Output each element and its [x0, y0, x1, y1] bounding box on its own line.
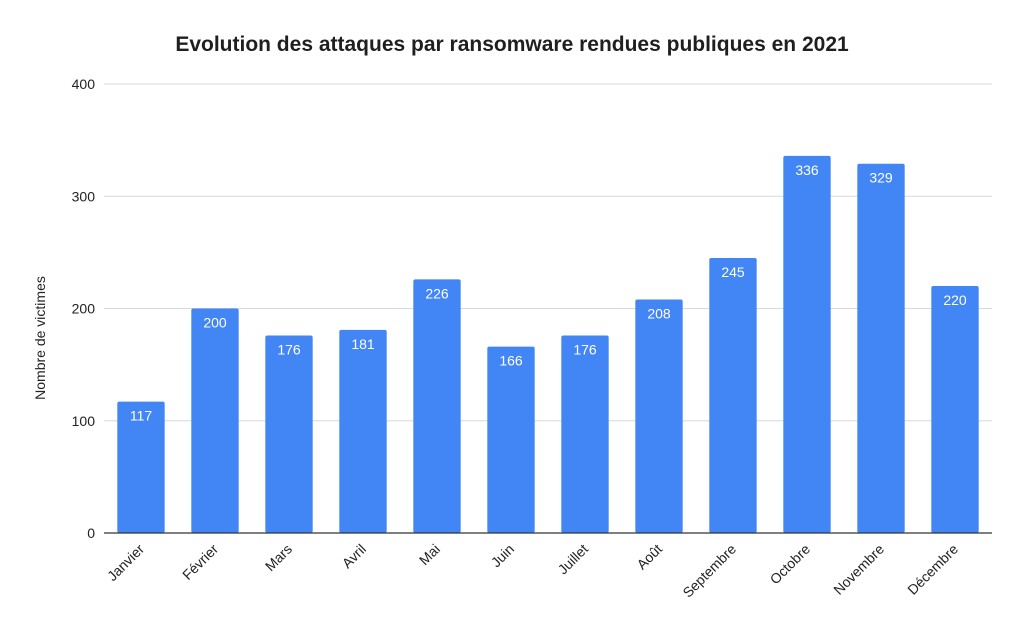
data-labels: 117 200 176 181 226 166 176 208 245 336 329 220 — [130, 162, 967, 424]
y-tick-label: 400 — [72, 76, 96, 92]
data-label: 176 — [573, 341, 597, 357]
bar — [265, 335, 313, 533]
y-tick-label: 300 — [72, 188, 96, 204]
x-tick-label: Mai — [416, 541, 443, 568]
y-tick-label: 200 — [72, 301, 96, 317]
x-tick-label: Mars — [262, 541, 295, 574]
data-label: 176 — [277, 341, 301, 357]
chart-title: Evolution des attaques par ransomware re… — [175, 33, 849, 56]
x-tick-label: Novembre — [830, 541, 887, 598]
data-label: 181 — [351, 336, 375, 352]
data-label: 245 — [721, 264, 745, 280]
y-tick-label: 0 — [87, 525, 95, 541]
bar — [191, 308, 239, 533]
bar — [931, 286, 979, 533]
x-tick-label: Janvier — [104, 541, 147, 584]
data-label: 329 — [869, 170, 893, 186]
bar — [635, 299, 683, 533]
x-tick-label: Février — [179, 541, 221, 583]
x-tick-label: Juillet — [554, 541, 591, 578]
x-tick-label: Avril — [339, 541, 369, 571]
bar — [857, 163, 905, 533]
bar — [561, 335, 609, 533]
data-label: 117 — [130, 408, 153, 424]
y-tick-label: 100 — [72, 413, 96, 429]
data-label: 200 — [203, 315, 227, 331]
x-tick-label: Décembre — [904, 541, 961, 598]
data-label: 336 — [795, 162, 819, 178]
x-tick-label: Septembre — [679, 541, 739, 601]
bars — [117, 155, 979, 533]
data-label: 208 — [647, 306, 671, 322]
x-tick-label: Août — [633, 541, 665, 573]
data-label: 220 — [943, 292, 967, 308]
x-tick-label: Juin — [488, 541, 517, 570]
bar — [117, 401, 165, 533]
x-tick-label: Octobre — [767, 541, 814, 588]
data-label: 166 — [499, 353, 523, 369]
bar — [339, 329, 387, 533]
bar — [413, 279, 461, 533]
bar — [783, 155, 831, 533]
y-axis-label: Nombre de victimes — [32, 276, 48, 400]
data-label: 226 — [425, 285, 449, 301]
bar — [709, 257, 757, 533]
y-axis-ticks: 0 100 200 300 400 — [72, 76, 96, 541]
x-axis-ticks: Janvier Février Mars Avril Mai Juin Juillet Aoû… — [104, 541, 961, 601]
gridlines — [104, 83, 992, 422]
bar — [487, 346, 535, 533]
